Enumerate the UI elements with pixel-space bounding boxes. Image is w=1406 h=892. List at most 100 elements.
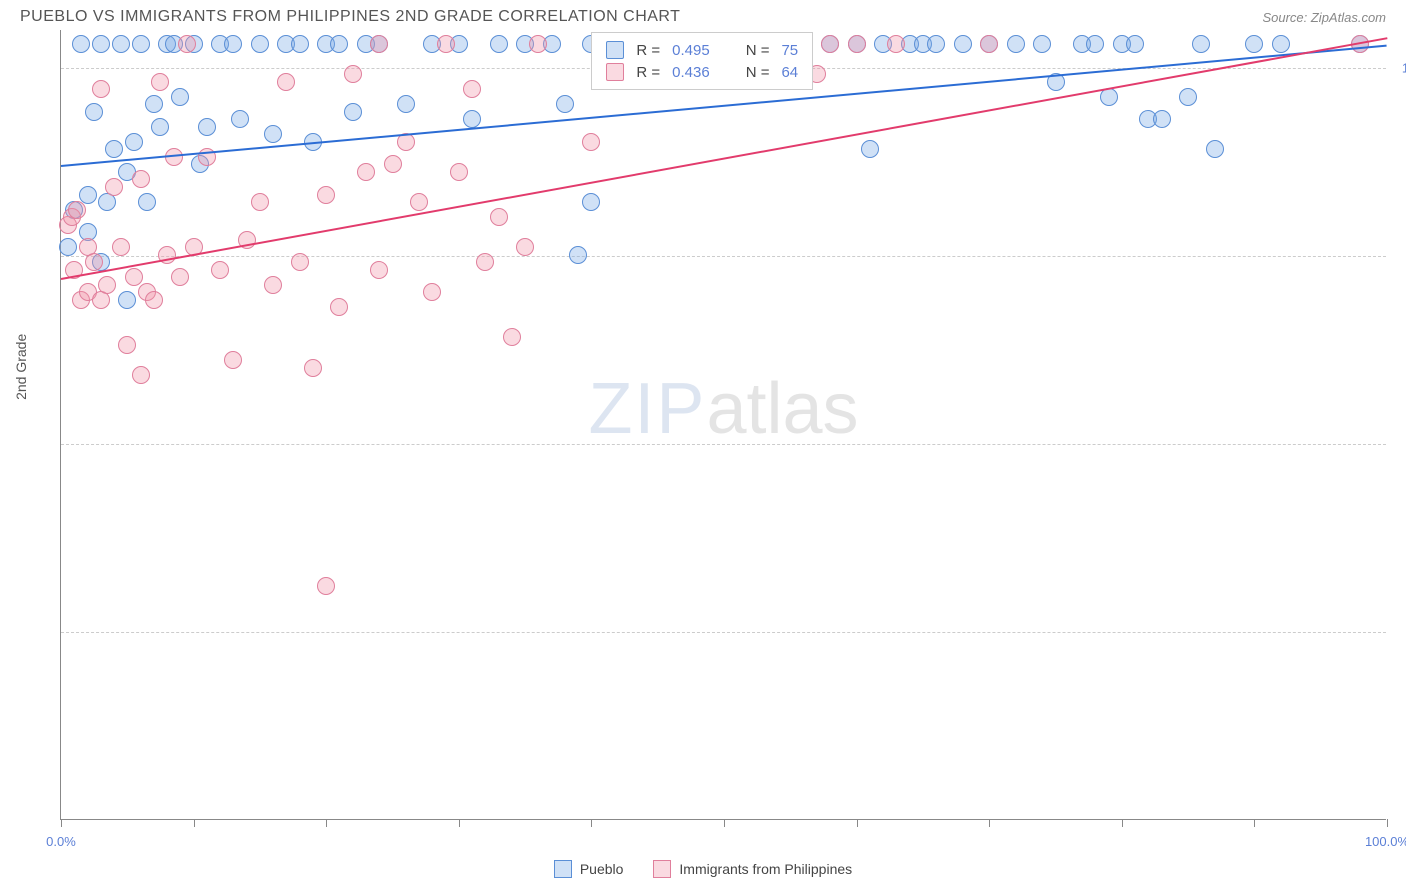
r-label: R = (636, 42, 660, 59)
data-point (516, 238, 534, 256)
data-point (1192, 35, 1210, 53)
data-point (476, 253, 494, 271)
data-point (1272, 35, 1290, 53)
legend-swatch (606, 63, 624, 81)
data-point (145, 291, 163, 309)
x-tick (1122, 819, 1123, 827)
data-point (821, 35, 839, 53)
data-point (231, 110, 249, 128)
data-point (277, 73, 295, 91)
data-point (503, 328, 521, 346)
data-point (291, 253, 309, 271)
legend-label: Immigrants from Philippines (679, 861, 852, 877)
data-point (211, 261, 229, 279)
data-point (171, 88, 189, 106)
data-point (151, 118, 169, 136)
n-label: N = (746, 64, 770, 81)
data-point (490, 208, 508, 226)
data-point (582, 133, 600, 151)
data-point (125, 133, 143, 151)
data-point (1126, 35, 1144, 53)
data-point (927, 35, 945, 53)
bottom-legend: Pueblo Immigrants from Philippines (0, 860, 1406, 878)
stats-legend: R = 0.495 N = 75 R = 0.436 N = 64 (591, 32, 813, 90)
data-point (112, 35, 130, 53)
data-point (118, 291, 136, 309)
data-point (582, 193, 600, 211)
data-point (463, 110, 481, 128)
data-point (145, 95, 163, 113)
data-point (954, 35, 972, 53)
chart-area: 2nd Grade ZIPatlas 100.0%97.5%95.0%92.5%… (60, 30, 1386, 820)
data-point (118, 336, 136, 354)
data-point (1153, 110, 1171, 128)
x-tick (857, 819, 858, 827)
x-tick (724, 819, 725, 827)
data-point (105, 140, 123, 158)
data-point (529, 35, 547, 53)
legend-item: Pueblo (554, 860, 624, 878)
data-point (132, 35, 150, 53)
watermark-zip: ZIP (588, 369, 706, 449)
gridline (61, 256, 1386, 257)
data-point (1086, 35, 1104, 53)
r-value: 0.495 (672, 42, 710, 59)
data-point (251, 35, 269, 53)
data-point (92, 80, 110, 98)
x-tick (61, 819, 62, 827)
source-label: Source: ZipAtlas.com (1262, 10, 1386, 25)
legend-swatch (554, 860, 572, 878)
y-axis-label: 2nd Grade (13, 333, 29, 399)
data-point (59, 238, 77, 256)
data-point (132, 366, 150, 384)
x-tick (1254, 819, 1255, 827)
data-point (848, 35, 866, 53)
x-tick (989, 819, 990, 827)
data-point (1206, 140, 1224, 158)
chart-title: PUEBLO VS IMMIGRANTS FROM PHILIPPINES 2N… (20, 8, 680, 26)
data-point (151, 73, 169, 91)
data-point (370, 35, 388, 53)
x-tick (1387, 819, 1388, 827)
data-point (198, 118, 216, 136)
x-tick (591, 819, 592, 827)
data-point (72, 35, 90, 53)
data-point (85, 253, 103, 271)
data-point (556, 95, 574, 113)
data-point (330, 35, 348, 53)
data-point (1033, 35, 1051, 53)
gridline (61, 632, 1386, 633)
n-label: N = (746, 42, 770, 59)
data-point (112, 238, 130, 256)
legend-swatch (606, 41, 624, 59)
data-point (887, 35, 905, 53)
data-point (423, 283, 441, 301)
data-point (330, 298, 348, 316)
watermark-atlas: atlas (706, 369, 858, 449)
data-point (1007, 35, 1025, 53)
legend-item: Immigrants from Philippines (653, 860, 852, 878)
legend-label: Pueblo (580, 861, 624, 877)
gridline (61, 444, 1386, 445)
data-point (251, 193, 269, 211)
data-point (370, 261, 388, 279)
data-point (98, 276, 116, 294)
r-label: R = (636, 64, 660, 81)
n-value: 64 (781, 64, 798, 81)
data-point (85, 103, 103, 121)
y-tick-label: 100.0% (1402, 60, 1406, 75)
n-value: 75 (781, 42, 798, 59)
x-tick-label: 100.0% (1365, 834, 1406, 849)
x-tick-label: 0.0% (46, 834, 76, 849)
data-point (1179, 88, 1197, 106)
stats-legend-row: R = 0.436 N = 64 (606, 61, 798, 83)
data-point (357, 163, 375, 181)
data-point (384, 155, 402, 173)
data-point (304, 359, 322, 377)
data-point (224, 351, 242, 369)
data-point (861, 140, 879, 158)
data-point (105, 178, 123, 196)
r-value: 0.436 (672, 64, 710, 81)
data-point (171, 268, 189, 286)
data-point (138, 193, 156, 211)
